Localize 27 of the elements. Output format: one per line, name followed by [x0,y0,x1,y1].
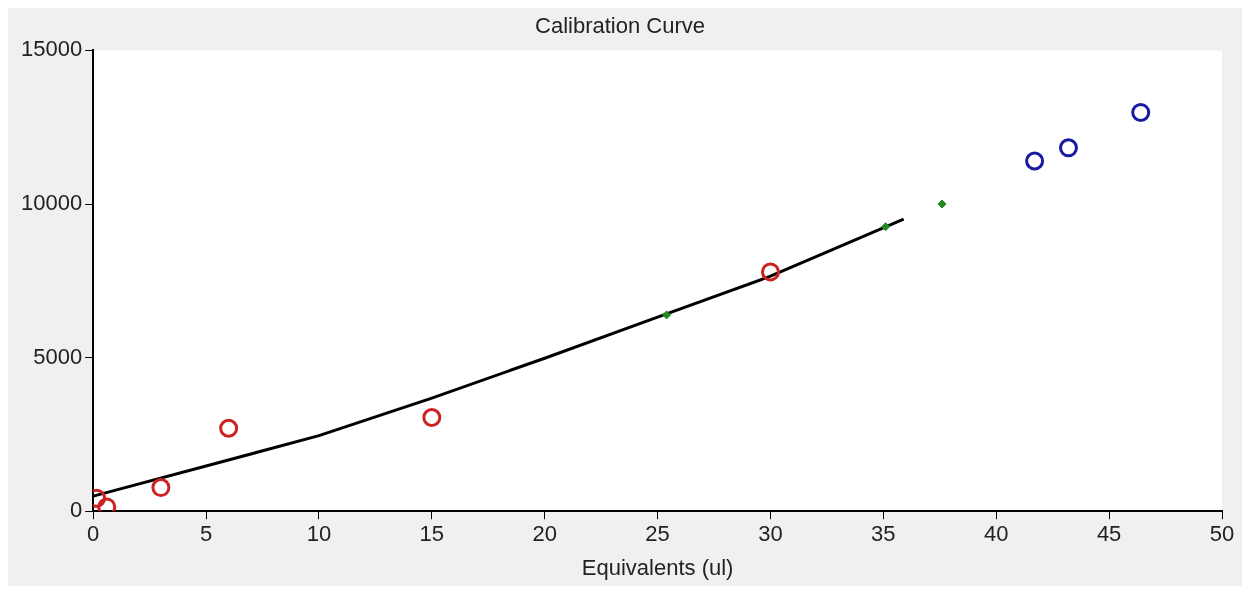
point [760,262,780,282]
y-tick-label: 0 [69,497,83,523]
x-tick-label: 30 [758,521,783,547]
point [1025,151,1045,171]
point [662,310,672,320]
x-tick-label: 25 [645,521,670,547]
x-tick-label: 35 [871,521,896,547]
y-tick-label: 10000 [20,190,83,216]
x-tick-label: 45 [1096,521,1122,547]
point [881,222,891,232]
point [422,408,442,427]
point [1058,138,1078,158]
x-axis-title: Equivalents (ul) [581,554,734,580]
x-tick-label: 5 [199,521,213,547]
y-tick-label: 15000 [20,36,83,62]
point [219,418,239,438]
y-tick-label: 5000 [33,343,83,369]
point [937,199,947,209]
point [151,478,171,498]
x-tick-label: 10 [306,521,332,547]
x-tick-label: 20 [532,521,557,547]
x-tick-label: 40 [983,521,1009,547]
x-tick-label: 0 [87,521,100,547]
x-tick-label: 50 [1209,521,1235,547]
point [1131,102,1151,122]
chart-title: Calibration Curve [535,13,705,39]
x-tick-label: 15 [419,521,445,547]
